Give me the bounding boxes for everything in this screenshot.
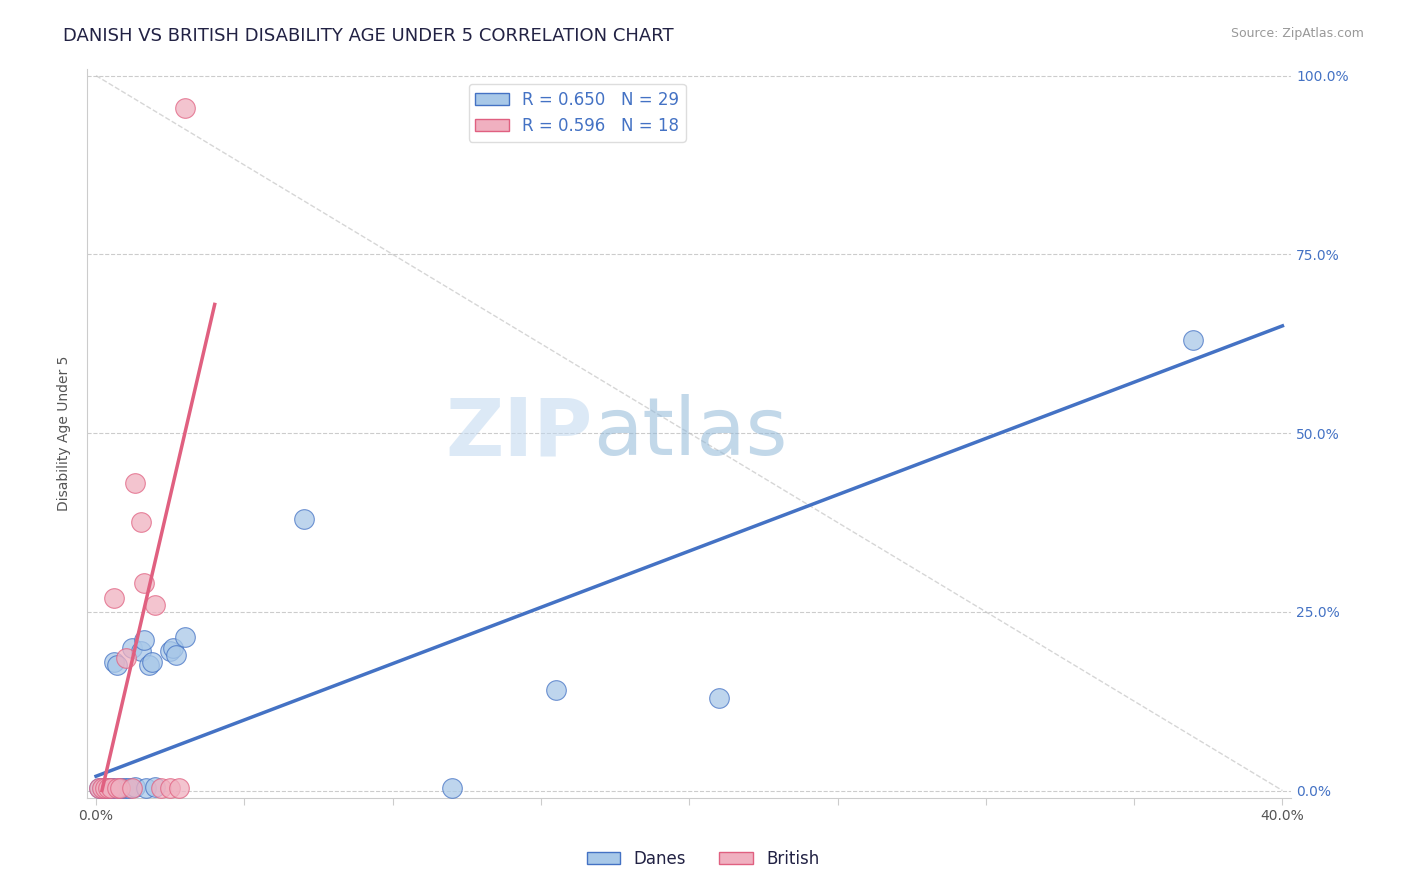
Point	[544, 683, 567, 698]
Point	[159, 644, 181, 658]
Point	[145, 780, 167, 794]
Point	[1182, 333, 1205, 347]
Point	[440, 781, 463, 796]
Text: DANISH VS BRITISH DISABILITY AGE UNDER 5 CORRELATION CHART: DANISH VS BRITISH DISABILITY AGE UNDER 5…	[63, 27, 673, 45]
Point	[114, 781, 136, 796]
Point	[138, 658, 160, 673]
Text: Source: ZipAtlas.com: Source: ZipAtlas.com	[1230, 27, 1364, 40]
Point	[100, 780, 122, 795]
Point	[145, 598, 167, 612]
Point	[105, 781, 128, 796]
Point	[87, 781, 110, 796]
Point	[167, 781, 190, 796]
Point	[707, 690, 730, 705]
Point	[94, 780, 117, 795]
Point	[135, 781, 157, 796]
Point	[111, 780, 134, 795]
Point	[108, 781, 131, 796]
Point	[129, 644, 152, 658]
Point	[292, 512, 315, 526]
Point	[103, 591, 125, 605]
Point	[94, 781, 117, 796]
Point	[114, 651, 136, 665]
Text: ZIP: ZIP	[446, 394, 593, 472]
Text: atlas: atlas	[593, 394, 787, 472]
Point	[141, 655, 163, 669]
Point	[132, 633, 155, 648]
Point	[124, 780, 146, 794]
Point	[174, 101, 197, 115]
Point	[91, 781, 114, 796]
Point	[103, 780, 125, 795]
Point	[121, 640, 143, 655]
Point	[103, 655, 125, 669]
Point	[132, 576, 155, 591]
Point	[165, 648, 187, 662]
Point	[118, 780, 141, 795]
Point	[150, 781, 173, 796]
Point	[121, 781, 143, 796]
Point	[159, 781, 181, 796]
Point	[105, 658, 128, 673]
Point	[97, 781, 120, 796]
Legend: R = 0.650   N = 29, R = 0.596   N = 18: R = 0.650 N = 29, R = 0.596 N = 18	[468, 84, 686, 142]
Point	[129, 516, 152, 530]
Point	[162, 640, 184, 655]
Point	[124, 476, 146, 491]
Point	[91, 781, 114, 796]
Point	[108, 781, 131, 796]
Y-axis label: Disability Age Under 5: Disability Age Under 5	[58, 355, 72, 511]
Point	[97, 780, 120, 795]
Point	[100, 781, 122, 796]
Legend: Danes, British: Danes, British	[581, 844, 825, 875]
Point	[87, 781, 110, 796]
Point	[174, 630, 197, 644]
